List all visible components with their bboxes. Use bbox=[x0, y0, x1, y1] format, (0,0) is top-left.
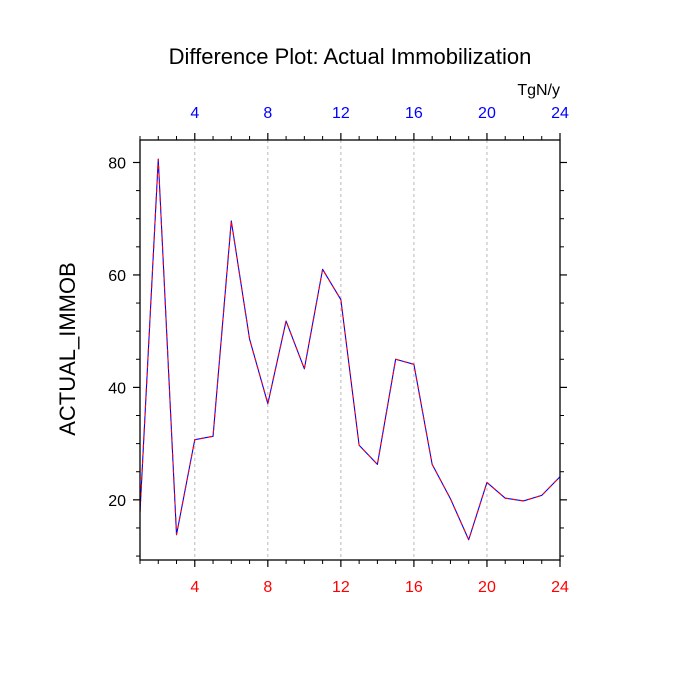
series-line-dashed-0 bbox=[139, 158, 561, 541]
data-series bbox=[139, 158, 561, 541]
x-tick-label-top-24: 24 bbox=[551, 105, 569, 122]
x-tick-label-top-8: 8 bbox=[263, 105, 272, 122]
axes: 4 4 8 8 12 12 16 16 20 20 24 24 20 40 60 80 bbox=[108, 105, 569, 596]
y-tick-label-80: 80 bbox=[108, 155, 126, 172]
x-tick-label-bottom-12: 12 bbox=[332, 579, 350, 596]
y-tick-label-60: 60 bbox=[108, 268, 126, 285]
y-tick-label-40: 40 bbox=[108, 380, 126, 397]
gridlines bbox=[194, 140, 488, 560]
x-tick-label-bottom-20: 20 bbox=[478, 579, 496, 596]
x-tick-label-bottom-16: 16 bbox=[405, 579, 423, 596]
top-axis-units-label: TgN/y bbox=[517, 82, 560, 99]
y-tick-label-20: 20 bbox=[108, 493, 126, 510]
x-tick-label-top-16: 16 bbox=[405, 105, 423, 122]
series-line-solid-0 bbox=[139, 158, 561, 541]
x-tick-label-top-12: 12 bbox=[332, 105, 350, 122]
x-tick-label-bottom-4: 4 bbox=[190, 579, 199, 596]
x-tick-label-bottom-8: 8 bbox=[263, 579, 272, 596]
x-tick-label-top-20: 20 bbox=[478, 105, 496, 122]
x-tick-label-top-4: 4 bbox=[190, 105, 199, 122]
plot-frame bbox=[139, 139, 561, 561]
y-axis-label: ACTUAL_IMMOB bbox=[55, 262, 80, 436]
chart-title: Difference Plot: Actual Immobilization bbox=[169, 44, 532, 69]
x-tick-label-bottom-24: 24 bbox=[551, 579, 569, 596]
